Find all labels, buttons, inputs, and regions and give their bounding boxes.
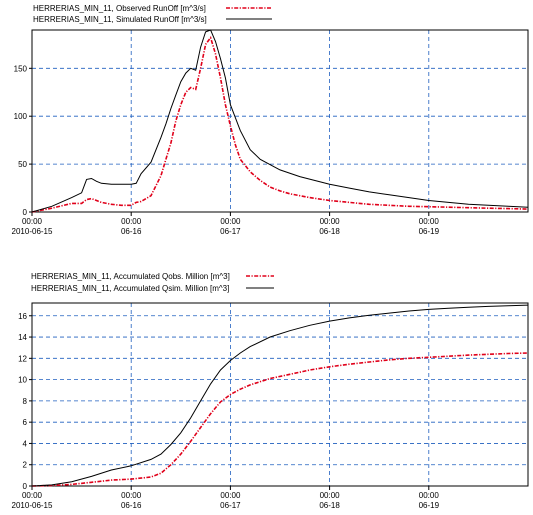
y-tick-label: 150: [14, 64, 28, 73]
x-tick-label: 06-19: [419, 501, 440, 510]
legend-label: HERRERIAS_MIN_11, Simulated RunOff [m^3/…: [33, 15, 207, 24]
x-tick-label: 00:00: [121, 217, 142, 226]
x-tick-label: 00:00: [320, 217, 341, 226]
y-tick-label: 16: [18, 312, 27, 321]
plot-frame: [31, 29, 529, 213]
x-tick-label: 06-16: [121, 227, 142, 236]
grid-lines: [32, 303, 528, 486]
x-tick-label: 00:00: [419, 217, 440, 226]
legend-label: HERRERIAS_MIN_11, Observed RunOff [m^3/s…: [33, 4, 206, 13]
series-line-1: [31, 35, 529, 213]
x-tick-label: 2010-06-15: [12, 501, 53, 510]
x-tick-label: 06-17: [220, 501, 241, 510]
y-tick-label: 50: [18, 160, 27, 169]
x-tick-label: 06-16: [121, 501, 142, 510]
x-tick-label: 00:00: [121, 491, 142, 500]
y-tick-label: 10: [18, 376, 27, 385]
y-tick-label: 0: [23, 482, 28, 491]
y-tick-label: 14: [18, 333, 27, 342]
x-tick-label: 2010-06-15: [12, 227, 53, 236]
x-tick-label: 06-18: [319, 501, 340, 510]
chart-1: 05010015000:002010-06-1500:0006-1600:000…: [12, 4, 529, 236]
grid-lines: [32, 30, 528, 212]
y-tick-label: 100: [14, 112, 28, 121]
x-tick-label: 06-19: [419, 227, 440, 236]
y-tick-label: 8: [23, 397, 28, 406]
legend-label: HERRERIAS_MIN_11, Accumulated Qobs. Mill…: [31, 272, 230, 281]
x-tick-label: 06-17: [220, 227, 241, 236]
y-tick-label: 2: [23, 461, 28, 470]
y-tick-label: 12: [18, 354, 27, 363]
x-tick-label: 00:00: [22, 491, 43, 500]
x-tick-label: 00:00: [220, 217, 241, 226]
y-tick-label: 0: [23, 208, 28, 217]
x-tick-label: 00:00: [419, 491, 440, 500]
y-tick-label: 6: [23, 418, 28, 427]
y-tick-label: 4: [23, 439, 28, 448]
x-tick-label: 00:00: [22, 217, 43, 226]
x-tick-label: 06-18: [319, 227, 340, 236]
plot-frame: [31, 302, 529, 487]
x-tick-label: 00:00: [320, 491, 341, 500]
legend-label: HERRERIAS_MIN_11, Accumulated Qsim. Mill…: [31, 284, 229, 293]
series-line-2: [31, 304, 529, 487]
series-line-1: [31, 352, 529, 487]
x-tick-label: 00:00: [220, 491, 241, 500]
series-line-2: [31, 29, 529, 213]
chart-2: 024681012141600:002010-06-1500:0006-1600…: [12, 272, 529, 510]
